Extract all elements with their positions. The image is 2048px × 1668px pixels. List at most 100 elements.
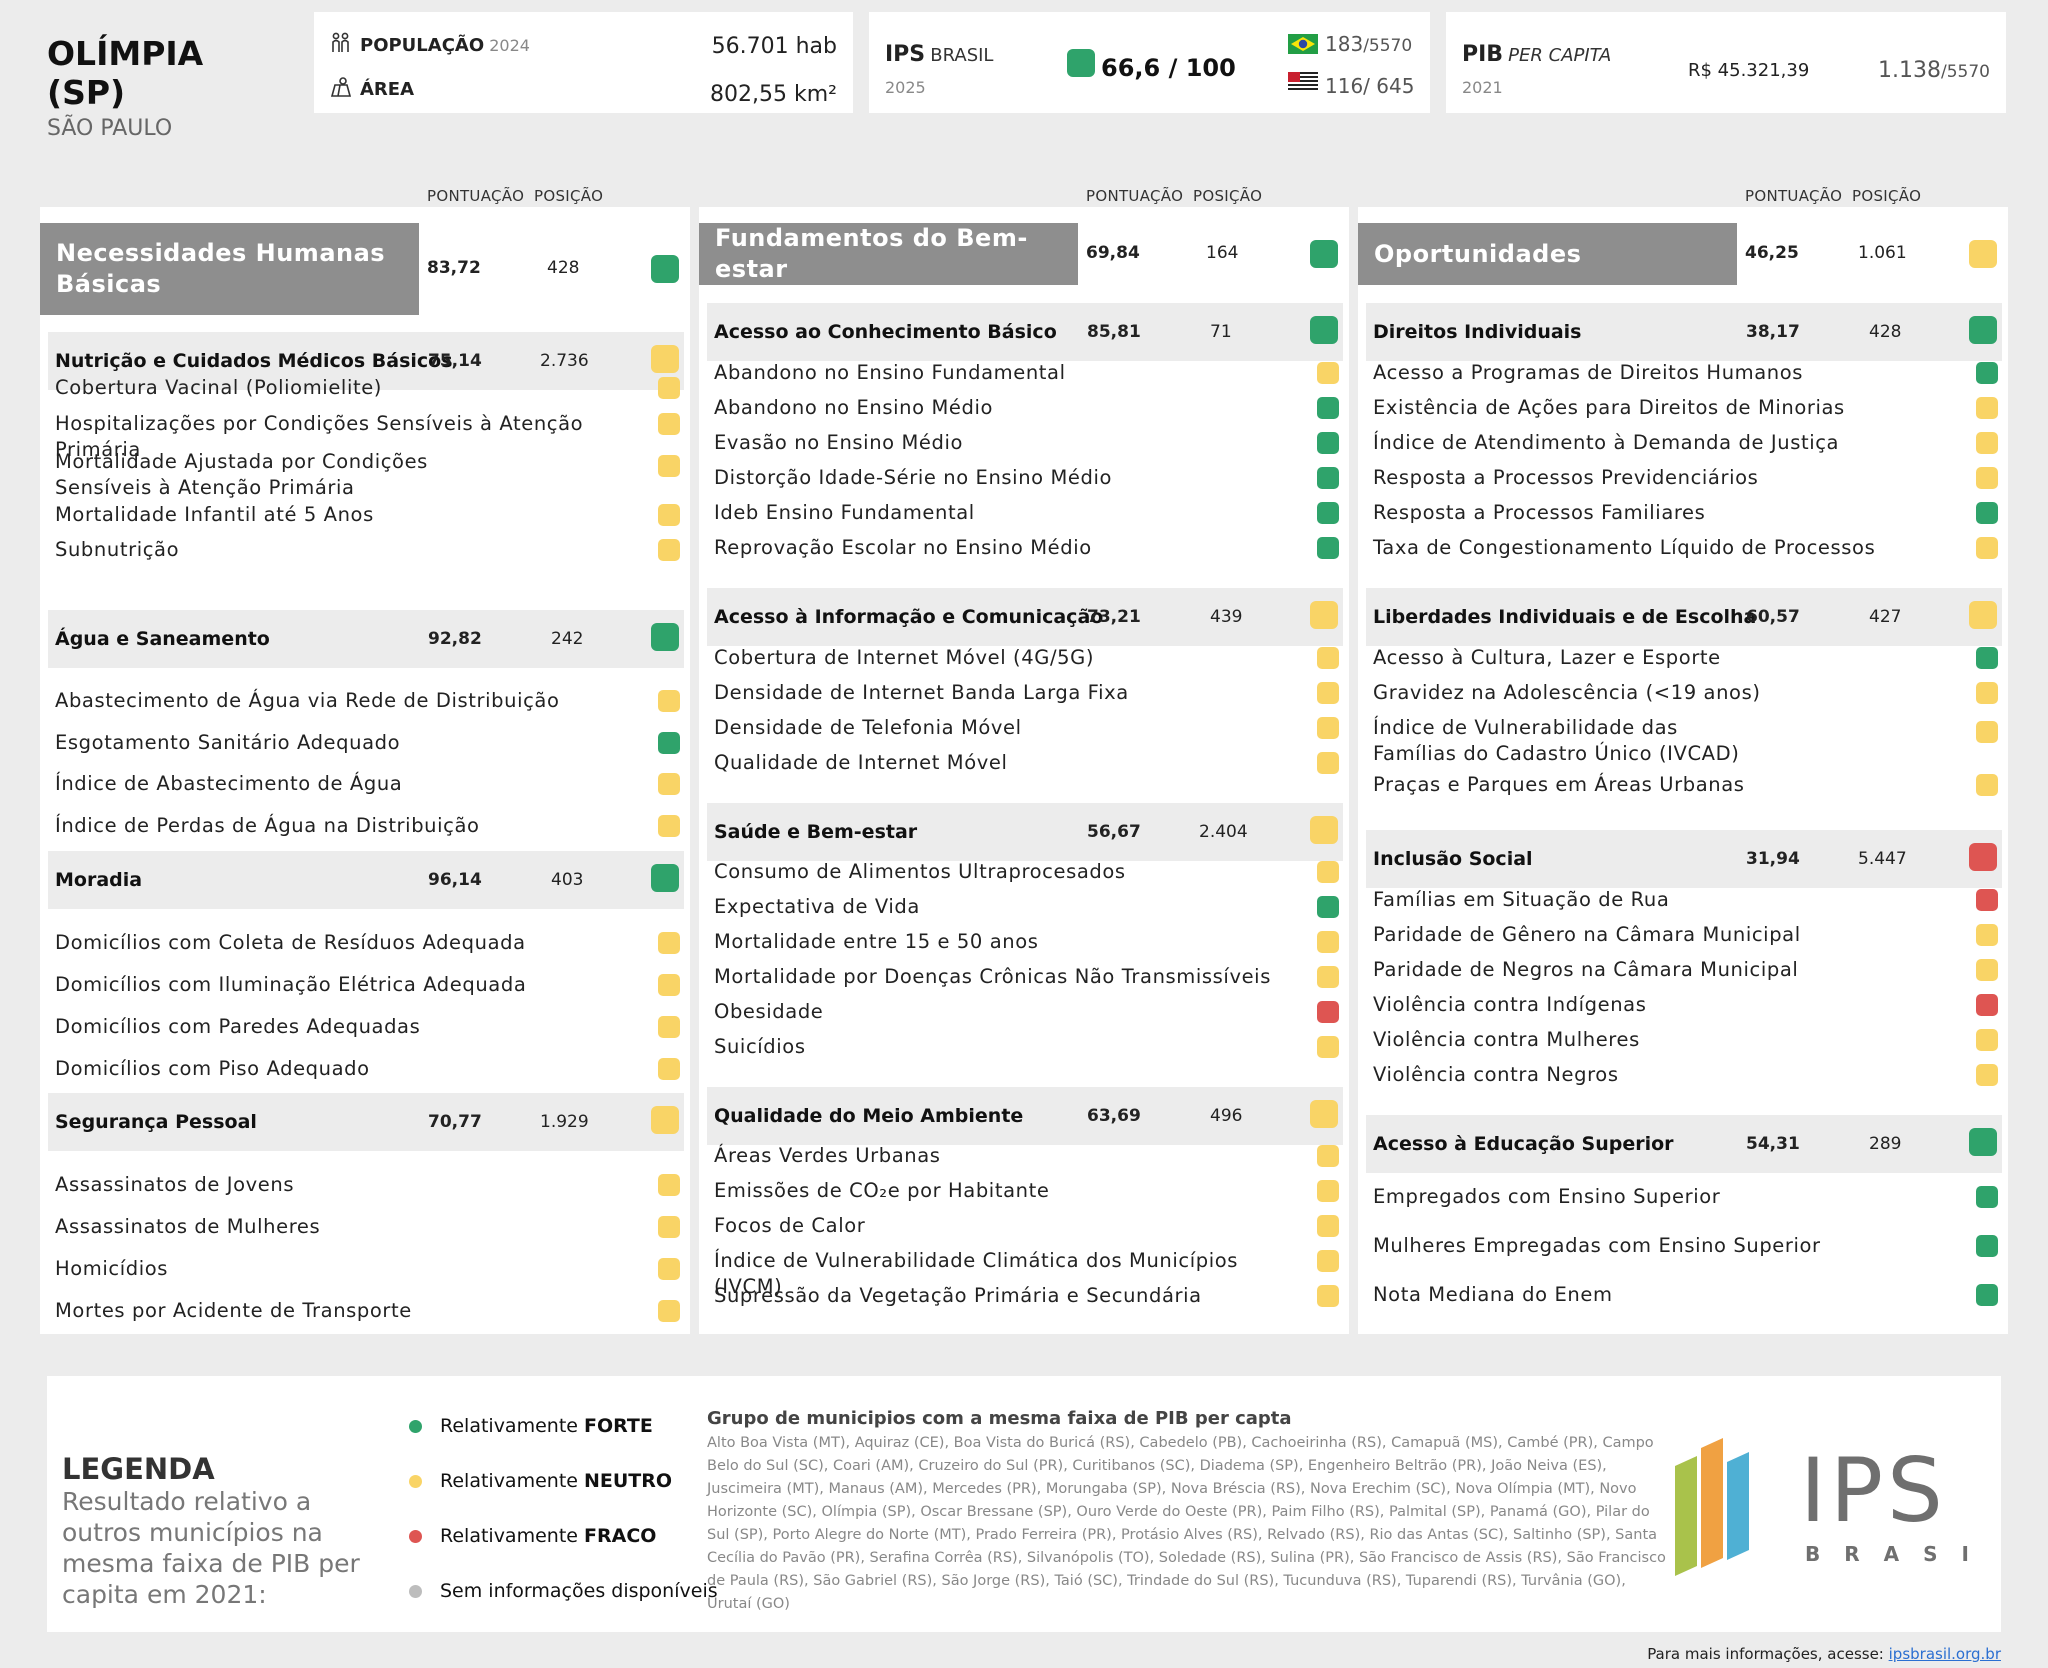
legend-description: Resultado relativo a outros municípios n… [62, 1487, 360, 1609]
indicator-label: Áreas Verdes Urbanas [714, 1144, 941, 1167]
footer-link[interactable]: ipsbrasil.org.br [1888, 1645, 2001, 1663]
indicator-status-indicator [1976, 467, 1998, 489]
legend-item-prefix: Relativamente [440, 1415, 584, 1437]
footer: Para mais informações, acesse: ipsbrasil… [1647, 1645, 2001, 1663]
indicator-status-indicator [1976, 397, 1998, 419]
col-header-score: PONTUAÇÃO [1086, 187, 1184, 205]
indicator-status-indicator [1317, 966, 1339, 988]
legend-item: Relativamente FRACO [409, 1525, 656, 1547]
col-header-position: POSIÇÃO [534, 187, 604, 205]
pib-rank-total: /5570 [1941, 62, 1990, 82]
indicator-label: Resposta a Processos Familiares [1373, 501, 1706, 524]
footer-text: Para mais informações, acesse: [1647, 1645, 1889, 1663]
indicator-label: Acesso à Cultura, Lazer e Esporte [1373, 646, 1721, 669]
component-row: Liberdades Individuais e de Escolha 60,57… [1366, 588, 2002, 646]
dimension-position: 428 [547, 258, 580, 278]
indicator-label: Distorção Idade-Série no Ensino Médio [714, 466, 1113, 489]
population-card: POPULAÇÃO 2024 56.701 hab ÁREA 802,55 km… [314, 12, 853, 113]
indicator-label: Gravidez na Adolescência (<19 anos) [1373, 681, 1761, 704]
population-year: 2024 [489, 36, 530, 55]
area-label: ÁREA [360, 79, 415, 100]
dimension-score: 83,72 [427, 258, 481, 278]
component-row: Acesso à Informação e Comunicação 73,21 43… [707, 588, 1343, 646]
indicator-status-indicator [1976, 502, 1998, 524]
component-position: 427 [1869, 607, 1902, 627]
dimension-title: Necessidades Humanas Básicas [40, 223, 419, 315]
component-label: Saúde e Bem-estar [714, 821, 918, 843]
city-name: OLÍMPIA (SP) [47, 34, 204, 112]
ips-label: IPS [885, 42, 926, 67]
city-block: OLÍMPIA (SP) SÃO PAULO [47, 34, 227, 141]
indicator-status-indicator [1317, 647, 1339, 669]
indicator-label: Violência contra Indígenas [1373, 993, 1647, 1016]
state-name: SÃO PAULO [47, 116, 173, 141]
pib-value: R$ 45.321,39 [1688, 60, 1810, 81]
component-score: 31,94 [1746, 849, 1800, 869]
legend-item: Sem informações disponíveis [409, 1580, 718, 1602]
rank-brazil-total: /5570 [1363, 36, 1413, 56]
panel-necessidades-humanas: Necessidades Humanas Básicas 83,72 428 Nutr… [40, 207, 690, 1334]
ips-sub: BRASIL [930, 45, 994, 66]
indicator-status-indicator [1317, 1036, 1339, 1058]
pib-rank: 1.138 [1878, 58, 1941, 83]
pib-year: 2021 [1462, 78, 1503, 97]
indicator-label: Domicílios com Iluminação Elétrica Adequ… [55, 973, 527, 996]
component-label: Nutrição e Cuidados Médicos Básicos [55, 350, 453, 372]
col-header-position: POSIÇÃO [1193, 187, 1263, 205]
indicator-label: Mortes por Acidente de Transporte [55, 1299, 412, 1322]
indicator-label: Índice de Atendimento à Demanda de Justi… [1373, 431, 1840, 454]
col-header-score: PONTUAÇÃO [427, 187, 525, 205]
population-value: 56.701 hab [711, 34, 837, 59]
state-flag-icon [1288, 72, 1318, 92]
people-icon [332, 32, 349, 52]
dimension-position: 1.061 [1858, 243, 1907, 263]
indicator-label: Domicílios com Paredes Adequadas [55, 1015, 421, 1038]
panel-fundamentos-bem-estar: Fundamentos do Bem-estar 69,84 164 Acesso a… [699, 207, 1349, 1334]
indicator-status-indicator [1976, 682, 1998, 704]
indicator-label: Violência contra Negros [1373, 1063, 1619, 1086]
rank-brazil: 183 [1325, 32, 1364, 56]
indicator-label: Violência contra Mulheres [1373, 1028, 1640, 1051]
col-header-position: POSIÇÃO [1852, 187, 1922, 205]
indicator-label: Consumo de Alimentos Ultraprocesados [714, 860, 1126, 883]
indicator-label: Mortalidade entre 15 e 50 anos [714, 930, 1039, 953]
component-position: 428 [1869, 322, 1902, 342]
indicator-label: Focos de Calor [714, 1214, 866, 1237]
indicator-status-indicator [1976, 1029, 1998, 1051]
indicator-status-indicator [1317, 896, 1339, 918]
legend-dot-icon [409, 1529, 422, 1543]
component-position: 2.736 [540, 351, 589, 371]
legend-item: Relativamente FORTE [409, 1415, 653, 1437]
component-status-indicator [1310, 1100, 1338, 1128]
indicator-status-indicator [1317, 1145, 1339, 1167]
indicator-label: Subnutrição [55, 538, 180, 561]
area-value: 802,55 km² [710, 82, 837, 107]
indicator-status-indicator [1976, 1064, 1998, 1086]
indicator-status-indicator [658, 1058, 680, 1080]
indicator-label: Abastecimento de Água via Rede de Distri… [55, 689, 560, 712]
indicator-label: Resposta a Processos Previdenciários [1373, 466, 1759, 489]
component-score: 38,17 [1746, 322, 1800, 342]
ips-year: 2025 [885, 78, 926, 97]
indicator-status-indicator [1317, 1180, 1339, 1202]
component-label: Inclusão Social [1373, 848, 1533, 870]
indicator-status-indicator [1317, 682, 1339, 704]
col-header-score: PONTUAÇÃO [1745, 187, 1843, 205]
component-label: Segurança Pessoal [55, 1111, 257, 1133]
component-position: 5.447 [1858, 849, 1907, 869]
brazil-flag-icon [1288, 34, 1318, 54]
indicator-label: Assassinatos de Mulheres [55, 1215, 321, 1238]
component-status-indicator [1310, 316, 1338, 344]
indicator-status-indicator [1317, 397, 1339, 419]
indicator-status-indicator [1976, 994, 1998, 1016]
indicator-status-indicator [1317, 432, 1339, 454]
indicator-label: Índice de Vulnerabilidade das Famílias d… [1373, 716, 1740, 765]
component-row: Água e Saneamento 92,82 242 [48, 610, 684, 668]
component-status-indicator [651, 1106, 679, 1134]
indicator-label: Abandono no Ensino Fundamental [714, 361, 1066, 384]
indicator-status-indicator [658, 413, 680, 435]
indicator-label: Reprovação Escolar no Ensino Médio [714, 536, 1092, 559]
component-label: Acesso ao Conhecimento Básico [714, 321, 1057, 343]
indicator-label: Mulheres Empregadas com Ensino Superior [1373, 1234, 1821, 1257]
indicator-status-indicator [1317, 717, 1339, 739]
